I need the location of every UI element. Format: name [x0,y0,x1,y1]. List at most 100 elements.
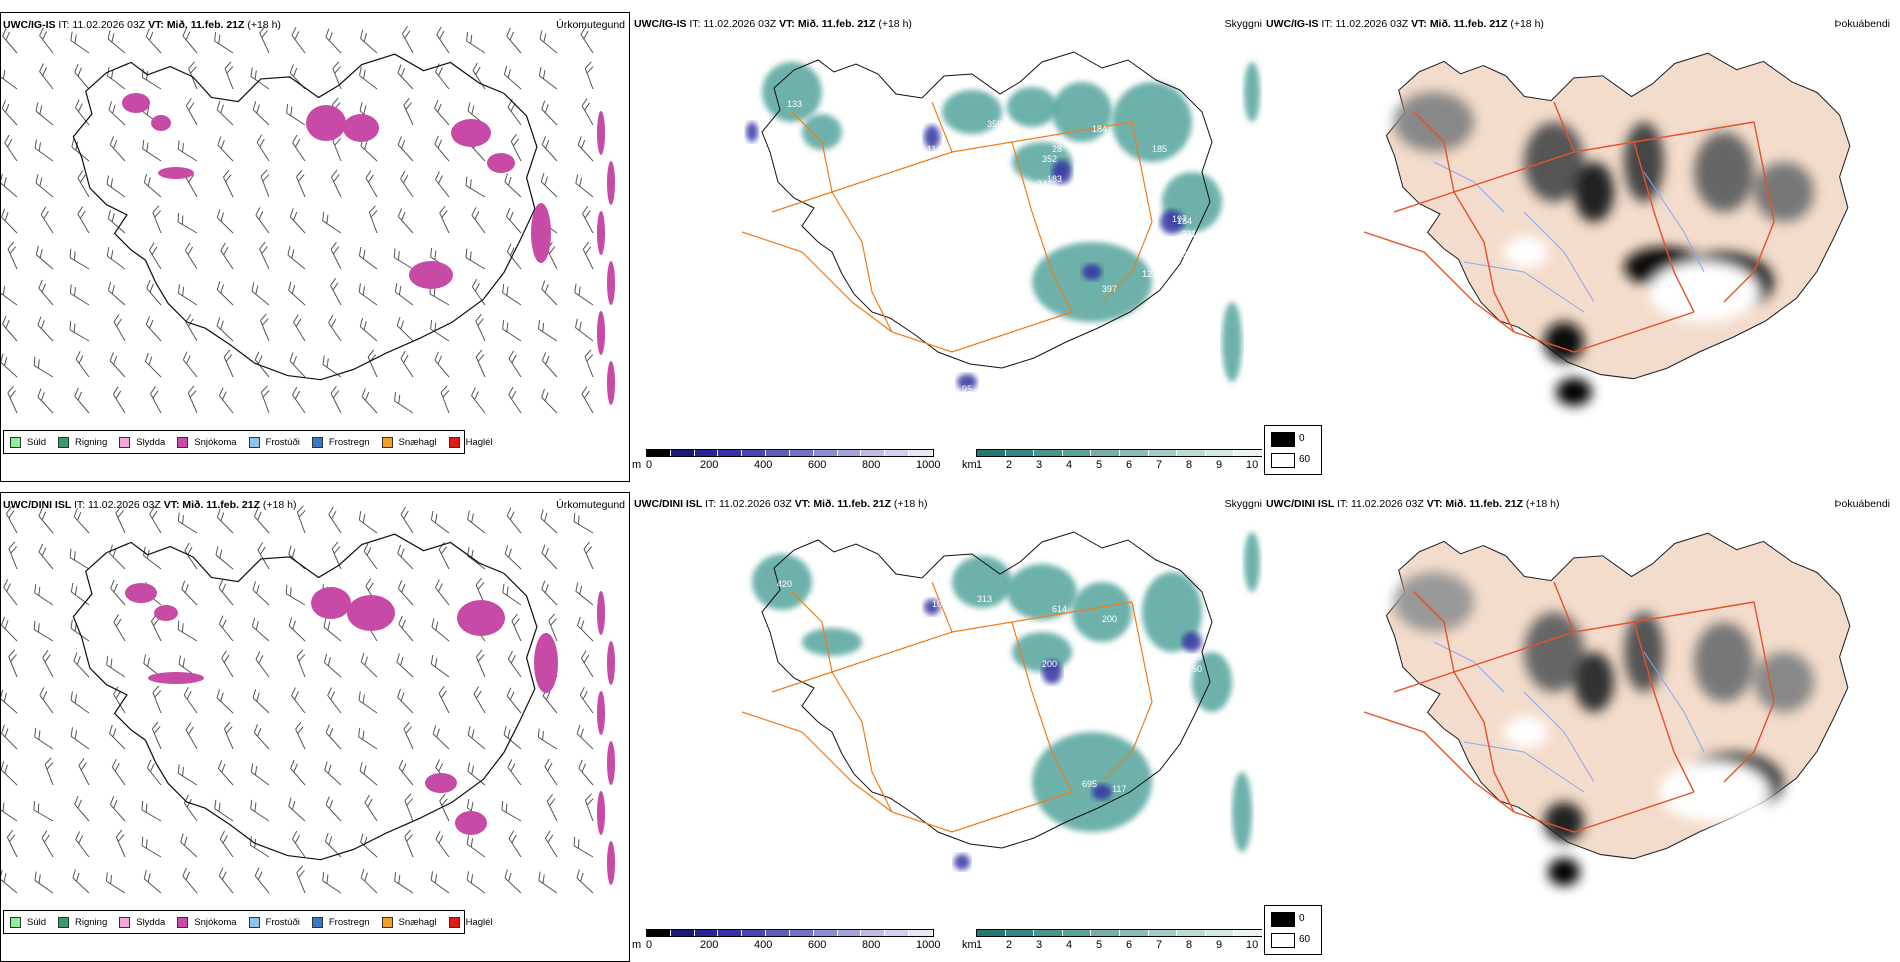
valid-time: Mið. 11.feb. 21Z [797,18,876,30]
fog-legend: 0 60 [1264,905,1322,955]
snow-streak [607,161,615,205]
fog-panel: UWC/DINI ISL IT: 11.02.2026 03Z VT: Mið.… [1264,492,1894,962]
colorbar-cell [909,450,933,456]
visibility-value-label: 102 [932,599,947,609]
legend-item: Snjókoma [177,916,237,928]
legend-item: Slydda [119,916,165,928]
legend-swatch [448,916,460,928]
legend-item: Frostregn [311,436,370,448]
road [931,581,953,633]
colorbar-tick-label: 1000 [916,459,941,471]
fog-indicator-area [1624,122,1664,202]
colorbar-tick-label: 800 [862,939,881,951]
colorbar-cell [742,450,767,456]
visibility-value-label: 200 [967,174,982,184]
fog-swatch-low [1271,453,1295,468]
model-name: UWC/DINI ISL [1266,498,1337,510]
snow-area [531,203,551,263]
low-visibility-area [1032,732,1152,832]
panel-title: Úrkomutegund [556,499,625,511]
run-time: IT: 11.02.2026 03Z [73,499,161,511]
low-ceiling-area [1082,264,1102,280]
colorbar-tick-label: 2 [1006,459,1013,471]
colorbar-cell [1091,930,1120,936]
glacier-area [1504,716,1548,748]
snow-streak [597,591,605,635]
colorbar-tick-label: 0 [646,459,653,471]
colorbar-cell [837,930,862,936]
colorbar-cell [977,450,1006,456]
colorbar-tick-label: 5 [1096,939,1103,951]
colorbar-tick-label: 5 [1096,459,1103,471]
colorbar-tick-label: 7 [1156,939,1163,951]
colorbar-tick-label: 400 [754,459,773,471]
legend-swatch [311,916,323,928]
fog-swatch-high [1271,432,1295,447]
low-visibility-area [1007,87,1057,127]
low-ceiling-area [924,125,940,149]
legend-label: Frostúði [265,916,300,928]
road [1723,121,1775,303]
river [1433,641,1505,693]
snow-area [154,605,178,621]
legend-label: Snjókoma [194,436,237,448]
legend-label: Rigning [75,436,108,448]
river [1643,171,1705,273]
legend-label: Frostúði [265,436,300,448]
fog-indicator-area [1524,122,1584,202]
legend-swatch [10,916,21,928]
colorbar-cell [1177,450,1206,456]
visibility-value-label: 133 [787,99,802,109]
fog-indicator-area [1524,612,1584,692]
precip-type-map [1,25,615,414]
colorbar-cell [1005,930,1035,936]
valid-prefix: VT: [163,499,180,511]
low-visibility-area [762,62,822,122]
colorbar-cell [977,930,1006,936]
colorbar-tick-label: 7 [1156,459,1163,471]
legend-swatch [248,916,260,928]
panel-title: Þokuábendi [1834,18,1890,30]
visibility-value-label: 352 [1042,154,1057,164]
snow-area [534,633,558,693]
visibility-value-label: 695 [1082,779,1097,789]
snow-area [457,600,505,636]
road [1633,621,1695,793]
colorbar-cell [742,930,767,936]
visibility-value-label: 202 [807,594,822,604]
road [931,101,953,153]
colorbar-tick-label: 8 [1186,939,1193,951]
snow-area [347,595,395,631]
road [1101,121,1153,303]
panel-title: Þokuábendi [1834,498,1890,510]
colorbar-cell [1119,930,1149,936]
legend-swatch [119,436,131,448]
colorbar-cells [646,449,934,457]
panel-title: Skyggni [1224,498,1262,510]
snow-area [122,93,150,113]
road [1633,141,1695,313]
low-visibility-area [1052,82,1112,142]
visibility-value-label: 397 [1102,284,1117,294]
legend-swatch [311,436,323,448]
valid-time: Mið. 11.feb. 21Z [1445,498,1523,510]
visibility-value-label: 112 [982,644,996,654]
ceiling-unit-label: m [632,939,642,951]
precip-type-panel: UWC/DINI ISL IT: 11.02.2026 03Z VT: Mið.… [0,492,630,962]
low-visibility-area [802,628,862,656]
visibility-value-label: 24 [1037,179,1047,189]
panel-header: UWC/IG-IS IT: 11.02.2026 03Z VT: Mið. 11… [3,19,281,31]
legend-swatch [177,436,189,448]
visibility-value-label: 95 [962,384,972,394]
visibility-map: 1333383594391841142002835218524127197184… [741,51,1260,394]
road [831,191,893,333]
colorbar-cell [813,450,838,456]
fog-indicator-area [1394,572,1474,632]
fog-indicator-area [1544,802,1584,842]
low-visibility-area [1142,572,1202,652]
visibility-value-label: 114 [927,144,941,154]
colorbar-cell [766,450,790,456]
colorbar-tick-label: 400 [754,939,773,951]
fog-legend: 0 60 [1264,425,1322,475]
snow-area [343,114,379,142]
